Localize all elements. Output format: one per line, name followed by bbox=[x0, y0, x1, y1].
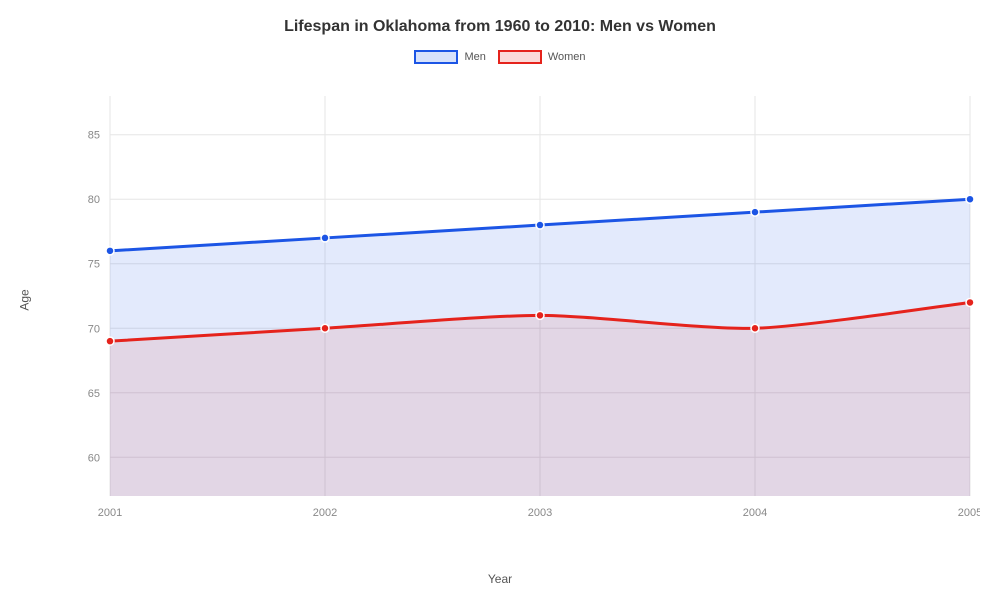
legend-swatch-men bbox=[414, 50, 458, 64]
svg-text:85: 85 bbox=[88, 130, 100, 142]
svg-text:2005: 2005 bbox=[958, 507, 980, 519]
y-axis-label: Age bbox=[18, 289, 32, 310]
svg-text:75: 75 bbox=[88, 259, 100, 271]
svg-text:65: 65 bbox=[88, 388, 100, 400]
legend-swatch-women bbox=[498, 50, 542, 64]
legend-item-men: Men bbox=[414, 50, 485, 64]
x-axis-label: Year bbox=[488, 572, 512, 586]
legend-label-men: Men bbox=[464, 51, 485, 63]
svg-text:2002: 2002 bbox=[313, 507, 337, 519]
plot-area: 60 65 70 75 80 85 2001 2002 2003 2004 2005 bbox=[60, 90, 980, 530]
legend-item-women: Women bbox=[498, 50, 586, 64]
svg-text:70: 70 bbox=[88, 323, 100, 335]
chart-title: Lifespan in Oklahoma from 1960 to 2010: … bbox=[0, 0, 1000, 36]
chart-container: Lifespan in Oklahoma from 1960 to 2010: … bbox=[0, 0, 1000, 600]
legend-label-women: Women bbox=[548, 51, 586, 63]
svg-text:2004: 2004 bbox=[743, 507, 767, 519]
svg-text:60: 60 bbox=[88, 452, 100, 464]
svg-text:2003: 2003 bbox=[528, 507, 552, 519]
legend: Men Women bbox=[0, 50, 1000, 64]
svg-text:80: 80 bbox=[88, 194, 100, 206]
svg-text:2001: 2001 bbox=[98, 507, 122, 519]
chart-svg: 60 65 70 75 80 85 2001 2002 2003 2004 2005 bbox=[60, 90, 980, 530]
